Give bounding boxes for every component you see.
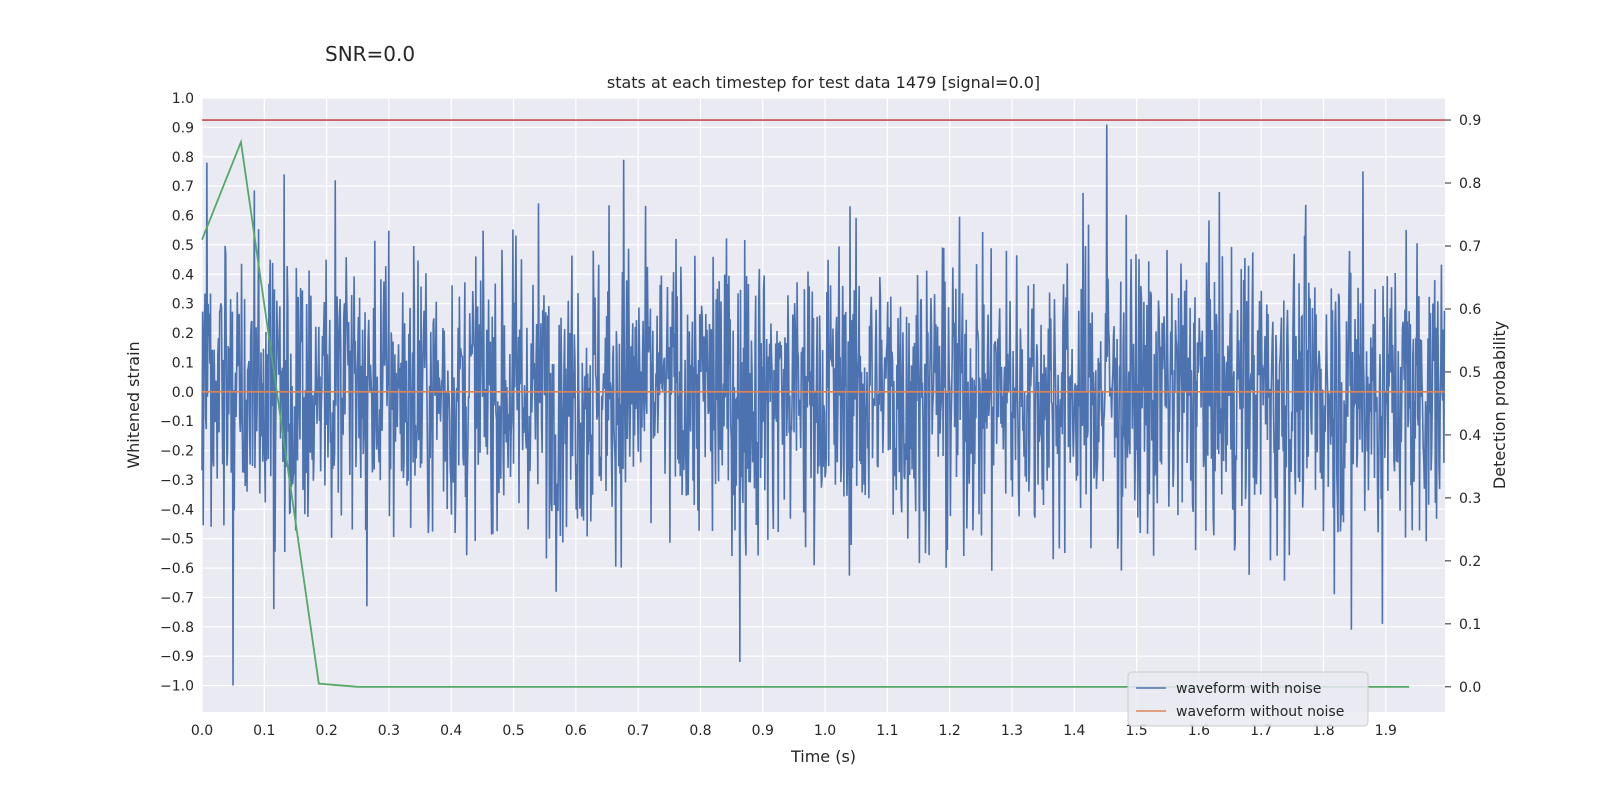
x-tick-label: 1.1 (876, 723, 898, 739)
series-group (201, 119, 1446, 688)
x-tick-label: 1.9 (1375, 723, 1397, 739)
figure-suptitle: SNR=0.0 (325, 42, 416, 66)
x-tick-label: 0.1 (253, 723, 275, 739)
x-tick-label: 1.4 (1063, 723, 1085, 739)
y-tick-label: 0.7 (172, 179, 194, 195)
x-tick-label: 0.8 (689, 723, 711, 739)
x-tick-label: 0.9 (752, 723, 774, 739)
y-tick-label: −0.8 (160, 620, 194, 636)
y2-tick-label: 0.5 (1459, 365, 1481, 381)
waveform-with-noise-line (201, 124, 1446, 686)
legend: waveform with noise waveform without nois… (1127, 671, 1369, 727)
y-tick-label: 0.6 (172, 209, 194, 225)
x-tick-label: 1.2 (939, 723, 961, 739)
y-tick-label: 0.1 (172, 355, 194, 371)
y-tick-label: −0.4 (160, 502, 194, 518)
y2-tick-label: 0.9 (1459, 113, 1481, 129)
chart-title: stats at each timestep for test data 147… (607, 73, 1040, 92)
y2-tick-label: 0.8 (1459, 176, 1481, 192)
y-tick-label: 0.3 (172, 297, 194, 313)
x-tick-label: 0.4 (440, 723, 462, 739)
y-tick-label: −0.2 (160, 444, 194, 460)
y-tick-label: −0.9 (160, 649, 194, 665)
y2-tick-label: 0.4 (1459, 428, 1481, 444)
x-axis-label: Time (s) (790, 747, 856, 766)
y-tick-label: 1.0 (172, 91, 194, 107)
y-tick-label: 0.9 (172, 120, 194, 136)
y2-tick-label: 0.1 (1459, 617, 1481, 633)
legend-label: waveform with noise (1176, 681, 1321, 697)
y-tick-label: 0.4 (172, 267, 194, 283)
y-tick-label: 0.2 (172, 326, 194, 342)
y-axis-label: Whitened strain (124, 341, 143, 468)
x-tick-label: 0.2 (315, 723, 337, 739)
x-tick-label: 0.6 (565, 723, 587, 739)
x-tick-label: 1.3 (1001, 723, 1023, 739)
legend-label: waveform without noise (1176, 704, 1344, 720)
y2-tick-label: 0.3 (1459, 491, 1481, 507)
y-axis-right: 0.9 0.8 0.7 0.6 0.5 0.4 0.3 0.2 0.1 0.0 (1445, 113, 1481, 696)
legend-box (1127, 671, 1369, 727)
x-tick-label: 1.0 (814, 723, 836, 739)
y2-tick-label: 0.6 (1459, 302, 1481, 318)
x-tick-label: 1.5 (1125, 723, 1147, 739)
x-tick-label: 1.8 (1312, 723, 1334, 739)
y-tick-label: 0.5 (172, 238, 194, 254)
y2-tick-label: 0.7 (1459, 239, 1481, 255)
y-tick-label: −1.0 (160, 679, 194, 695)
y-axis-left: 1.0 0.9 0.8 0.7 0.6 0.5 0.4 0.3 0.2 0.1 0.0 −0.1 −0.… (160, 91, 194, 695)
x-tick-label: 0.7 (627, 723, 649, 739)
y-tick-label: −0.5 (160, 532, 194, 548)
x-tick-label: 0.3 (378, 723, 400, 739)
y2-axis-label: Detection probability (1490, 321, 1509, 489)
y2-tick-label: 0.2 (1459, 554, 1481, 570)
y-tick-label: −0.1 (160, 414, 194, 430)
y-tick-label: 0.0 (172, 385, 194, 401)
x-axis: 0.0 0.1 0.2 0.3 0.4 0.5 0.6 0.7 0.8 0.9 1.0 1.1 1.2 1… (191, 723, 1397, 739)
x-tick-label: 0.5 (502, 723, 524, 739)
y2-tick-label: 0.0 (1459, 680, 1481, 696)
y-tick-label: −0.3 (160, 473, 194, 489)
y-tick-label: −0.6 (160, 561, 194, 577)
y-tick-label: 0.8 (172, 150, 194, 166)
x-tick-label: 1.7 (1250, 723, 1272, 739)
y-tick-label: −0.7 (160, 590, 194, 606)
x-tick-label: 0.0 (191, 723, 213, 739)
x-tick-label: 1.6 (1188, 723, 1210, 739)
